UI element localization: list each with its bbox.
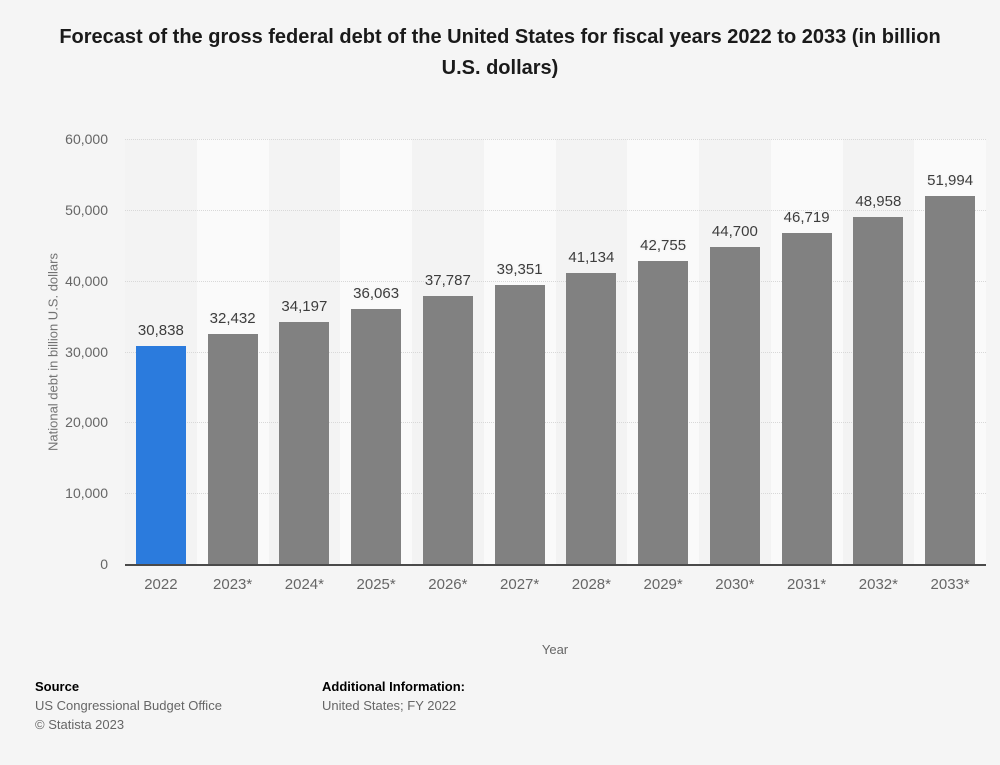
- x-tick-label: 2033*: [930, 576, 970, 593]
- x-tick-label: 2023*: [213, 576, 253, 593]
- x-tick-label: 2029*: [643, 576, 683, 593]
- additional-info-label: Additional Information:: [322, 679, 465, 694]
- y-tick-label: 40,000: [65, 272, 108, 289]
- y-tick-label: 10,000: [65, 485, 108, 502]
- bar[interactable]: [925, 195, 976, 564]
- bar[interactable]: [422, 296, 473, 564]
- x-tick-label: 2028*: [571, 576, 611, 593]
- bar[interactable]: [279, 321, 330, 564]
- bar[interactable]: [207, 334, 258, 564]
- gridline: [125, 493, 986, 495]
- y-tick-label: 50,000: [65, 201, 108, 218]
- bar[interactable]: [494, 285, 545, 564]
- x-tick-label: 2031*: [787, 576, 827, 593]
- bar-value-label: 41,134: [568, 248, 615, 266]
- statista-chart-page: Forecast of the gross federal debt of th…: [0, 22, 1000, 765]
- bar[interactable]: [781, 233, 832, 564]
- gridline: [125, 209, 986, 211]
- bar[interactable]: [709, 247, 760, 564]
- bar-value-label: 48,958: [855, 193, 902, 211]
- y-tick-label: 60,000: [65, 131, 108, 147]
- chart-title: Forecast of the gross federal debt of th…: [59, 26, 941, 79]
- bar[interactable]: [135, 345, 186, 564]
- bar-value-label: 34,197: [281, 297, 328, 315]
- gridline: [125, 351, 986, 353]
- x-tick-label: 2027*: [500, 576, 540, 593]
- bar-value-label: 39,351: [496, 261, 543, 279]
- bar-value-label: 30,838: [137, 321, 184, 339]
- plot-area: 30,838 32,432 34,197 36,063 37,787 39,351 41,1…: [125, 139, 986, 566]
- bar[interactable]: [853, 217, 904, 564]
- x-tick-label: 2022: [144, 576, 178, 593]
- source-label: Source: [35, 679, 80, 694]
- bar-value-label: 42,755: [640, 237, 687, 255]
- y-axis-title: National debt in billion U.S. dollars: [45, 253, 61, 451]
- y-tick-label: 30,000: [65, 343, 108, 360]
- bar-value-label: 37,787: [424, 272, 471, 290]
- bar[interactable]: [351, 308, 402, 564]
- x-axis-ticks: 2022 2023* 2024* 2025* 2026* 2027* 2028* 2029* 2…: [125, 576, 986, 596]
- bar-value-label: 44,700: [711, 223, 758, 241]
- y-tick-label: 0: [100, 556, 108, 572]
- bar[interactable]: [638, 261, 689, 564]
- gridline: [125, 139, 986, 140]
- chart-area: National debt in billion U.S. dollars 60…: [0, 22, 1000, 765]
- x-tick-label: 2032*: [858, 576, 898, 593]
- statista-copyright: © Statista 2023: [35, 717, 125, 732]
- additional-info-text: United States; FY 2022: [322, 698, 457, 713]
- x-tick-label: 2025*: [356, 576, 396, 593]
- bar-value-label: 46,719: [783, 209, 830, 227]
- gridline: [125, 280, 986, 282]
- y-axis-ticks: 60,000 50,000 40,000 30,000 20,000 10,000 0: [0, 131, 108, 572]
- y-tick-label: 20,000: [65, 414, 108, 431]
- x-tick-label: 2024*: [284, 576, 324, 593]
- bar-value-label: 51,994: [927, 171, 974, 189]
- bar-value-label: 36,063: [353, 284, 400, 302]
- bar[interactable]: [566, 272, 617, 564]
- x-tick-label: 2030*: [715, 576, 755, 593]
- source-name: US Congressional Budget Office: [35, 698, 222, 713]
- gridline: [125, 422, 986, 424]
- additional-info-block: Additional Information: United States; F…: [322, 679, 465, 717]
- x-tick-label: 2026*: [428, 576, 468, 593]
- x-axis-title: Year: [541, 642, 569, 657]
- bar-value-label: 32,432: [209, 310, 256, 328]
- source-block: Source US Congressional Budget Office © …: [35, 679, 222, 736]
